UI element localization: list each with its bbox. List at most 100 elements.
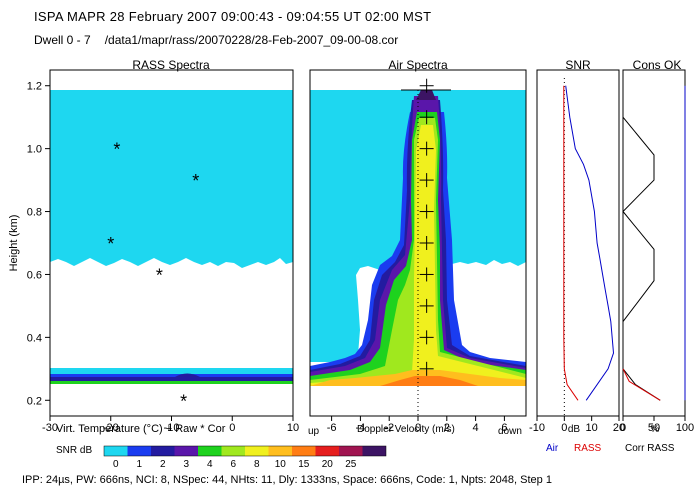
cons-xlabel: % [651,424,660,435]
rass-marker-0: * [113,140,120,160]
rass-marker-1: * [192,171,199,191]
snr-legend-box-6 [245,446,269,456]
snr-legend-box-2 [151,446,175,456]
footer-params: IPP: 24µs, PW: 666ns, NCI: 8, NSpec: 44,… [22,474,552,486]
snr-legend-box-8 [292,446,316,456]
height-tick-label-1: 0.4 [27,332,42,344]
snr-legend-label-7: 10 [275,459,287,470]
line-legend: Air RASS Corr RASS [546,443,675,454]
line-legend-rass: RASS [574,443,602,454]
line-legend-air: Air [546,443,559,454]
snr-legend-label-3: 3 [183,459,189,470]
air-marker-0 [419,78,434,93]
height-tick-label-0: 0.2 [27,395,42,407]
snr-xlabel: dB [568,424,581,435]
air-plume-darkorange [380,376,478,386]
air-plume-yellow [310,125,526,386]
cons-series-corr [622,116,661,401]
rass-x-tick-label-0: -30 [42,422,58,434]
cons-ok-panel: 0 50 100 Cons OK % [620,58,694,435]
snr-legend-label-1: 1 [136,459,142,470]
air-xlabel-up: up [308,426,320,437]
air-x-tick-label-0: -6 [327,422,337,434]
rass-spectra-panel: * * * * * -30 -20 -10 0 10 0.2 0.4 0.6 0.8 1.0 1.2 RA… [8,58,299,435]
file-path: /data1/mapr/rass/20070228/28-Feb-2007_09… [104,33,399,47]
cons-series-rass [622,368,661,401]
rass-marker-4: * [180,391,187,411]
rass-lower-band-cyan [50,368,293,374]
air-marker-2 [419,141,434,156]
cons-x-ticks: 0 50 100 [620,416,694,434]
header-dwell: Dwell 0 - 7/data1/mapr/rass/20070228/28-… [34,33,412,47]
snr-legend-label-5: 6 [230,459,236,470]
rass-xlabel: Virt. Temperature (°C) + Raw * Cor [56,423,226,435]
snr-x-tick-label-2: 10 [586,422,598,434]
snr-legend-label-2: 2 [160,459,166,470]
air-marker-8 [419,330,434,345]
rass-lower-band-blue [50,374,293,377]
air-x-tick-label-6: 6 [501,422,507,434]
snr-legend-label-4: 4 [207,459,213,470]
snr-legend-label-10: 25 [345,459,357,470]
snr-x-ticks: -10 0 10 20 [529,416,625,434]
snr-legend-label-0: 0 [113,459,119,470]
height-ticks: 0.2 0.4 0.6 0.8 1.0 1.2 [27,81,50,407]
snr-legend-label-9: 20 [322,459,334,470]
snr-legend-label-6: 8 [254,459,260,470]
snr-series-rass [563,85,579,401]
air-x-ticks: -6 -4 -2 0 2 4 6 [327,416,507,434]
snr-color-legend: SNR dB 0 1 2 3 4 6 8 10 15 20 25 [56,445,387,470]
air-x-tick-label-2: -2 [384,422,394,434]
snr-legend-labels: 0 1 2 3 4 6 8 10 15 20 25 [113,459,357,470]
air-x-tick-label-4: 2 [444,422,450,434]
air-marker-4 [419,204,434,219]
snr-legend-box-9 [315,446,339,456]
rass-x-ticks: -30 -20 -10 0 10 [42,416,299,434]
rass-lower-band-dark [50,377,293,381]
rass-x-tick-label-2: -10 [164,422,180,434]
air-xlabel: Doppler Velocity (m/s) [357,424,455,435]
air-marker-7 [419,298,434,313]
snr-legend-boxes [103,445,387,457]
cons-lines [622,85,686,401]
height-tick-label-4: 1.0 [27,144,42,156]
line-legend-corr-rass: Corr RASS [625,443,675,454]
snr-title: SNR [565,58,591,72]
rass-marker-2: * [107,234,114,254]
rass-x-tick-label-1: -20 [103,422,119,434]
air-spectra-panel: -6 -4 -2 0 2 4 6 Air Spectra Doppler Velocity … [308,58,527,437]
cons-frame [622,69,686,417]
cons-x-tick-label-0: 0 [620,422,626,434]
rass-upper-echo [50,90,293,268]
snr-legend-box-3 [174,446,198,456]
header-title: ISPA MAPR 28 February 2007 09:00:43 - 09… [34,9,432,24]
rass-x-tick-label-4: 10 [287,422,299,434]
air-marker-5 [419,236,434,250]
air-x-tick-label-3: 0 [415,422,421,434]
rass-title: RASS Spectra [132,58,210,72]
height-tick-label-2: 0.6 [27,269,42,281]
rass-markers: * * * * * [107,140,199,412]
cons-title: Cons OK [633,58,682,72]
snr-series-air [565,85,615,401]
height-axis-label: Height (km) [8,215,20,272]
cons-x-tick-label-1: 50 [648,422,660,434]
rass-x-tick-label-3: 0 [229,422,235,434]
snr-legend-box-4 [198,446,222,456]
air-marker-1 [419,110,434,125]
air-title: Air Spectra [388,58,448,72]
air-xlabel-down: down [498,426,522,437]
snr-lines [563,78,615,416]
rass-marker-3: * [156,265,163,285]
snr-legend-box-1 [127,446,151,456]
snr-x-tick-label-1: 0 [561,422,567,434]
snr-legend-label-8: 15 [298,459,310,470]
air-x-tick-label-5: 4 [473,422,479,434]
snr-legend-box-11 [362,446,386,456]
snr-x-tick-label-0: -10 [529,422,545,434]
snr-legend-box-7 [268,446,292,456]
air-marker-3 [419,173,434,188]
rass-lower-band-green [50,381,293,384]
snr-legend-frame [103,445,387,457]
